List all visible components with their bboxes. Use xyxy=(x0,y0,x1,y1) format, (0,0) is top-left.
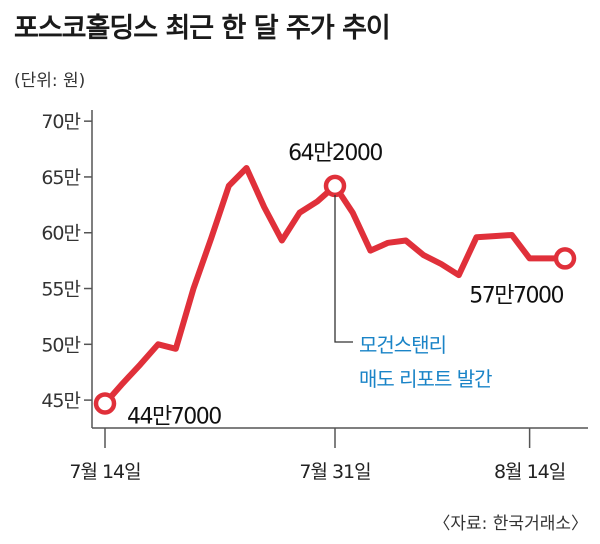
chart-title: 포스코홀딩스 최근 한 달 주가 추이 xyxy=(14,13,391,44)
data-point-label: 57만7000 xyxy=(469,283,563,308)
data-point-label: 44만7000 xyxy=(127,404,221,429)
unit-label: (단위: 원) xyxy=(14,71,86,91)
y-tick-label: 60만 xyxy=(41,223,80,245)
y-tick-label: 65만 xyxy=(41,167,80,189)
data-point-marker xyxy=(93,392,117,415)
data-point-marker xyxy=(323,174,347,198)
x-tick-label: 7월 14일 xyxy=(69,461,140,483)
annotation-text: 매도 리포트 발간 xyxy=(359,367,492,391)
data-point-marker xyxy=(553,247,577,270)
y-tick-label: 70만 xyxy=(41,111,80,133)
y-tick-label: 45만 xyxy=(41,390,80,412)
annotation-leader-line xyxy=(334,194,353,343)
annotation-text: 모건스탠리 xyxy=(359,333,446,357)
y-tick-label: 50만 xyxy=(41,334,80,356)
grid-lines xyxy=(84,120,92,401)
x-tick-label: 8월 14일 xyxy=(494,461,565,483)
y-tick-label: 55만 xyxy=(41,279,80,301)
data-point-label: 64만2000 xyxy=(288,141,382,166)
series-line-group xyxy=(93,165,577,415)
x-tick-label: 7월 31일 xyxy=(299,461,370,483)
axes: 45만 50만 55만 60만 65만 70만 7월 14일 7월 31일 8월 14일 xyxy=(41,110,588,483)
source-note: 〈자료: 한국거래소〉 xyxy=(433,514,588,534)
